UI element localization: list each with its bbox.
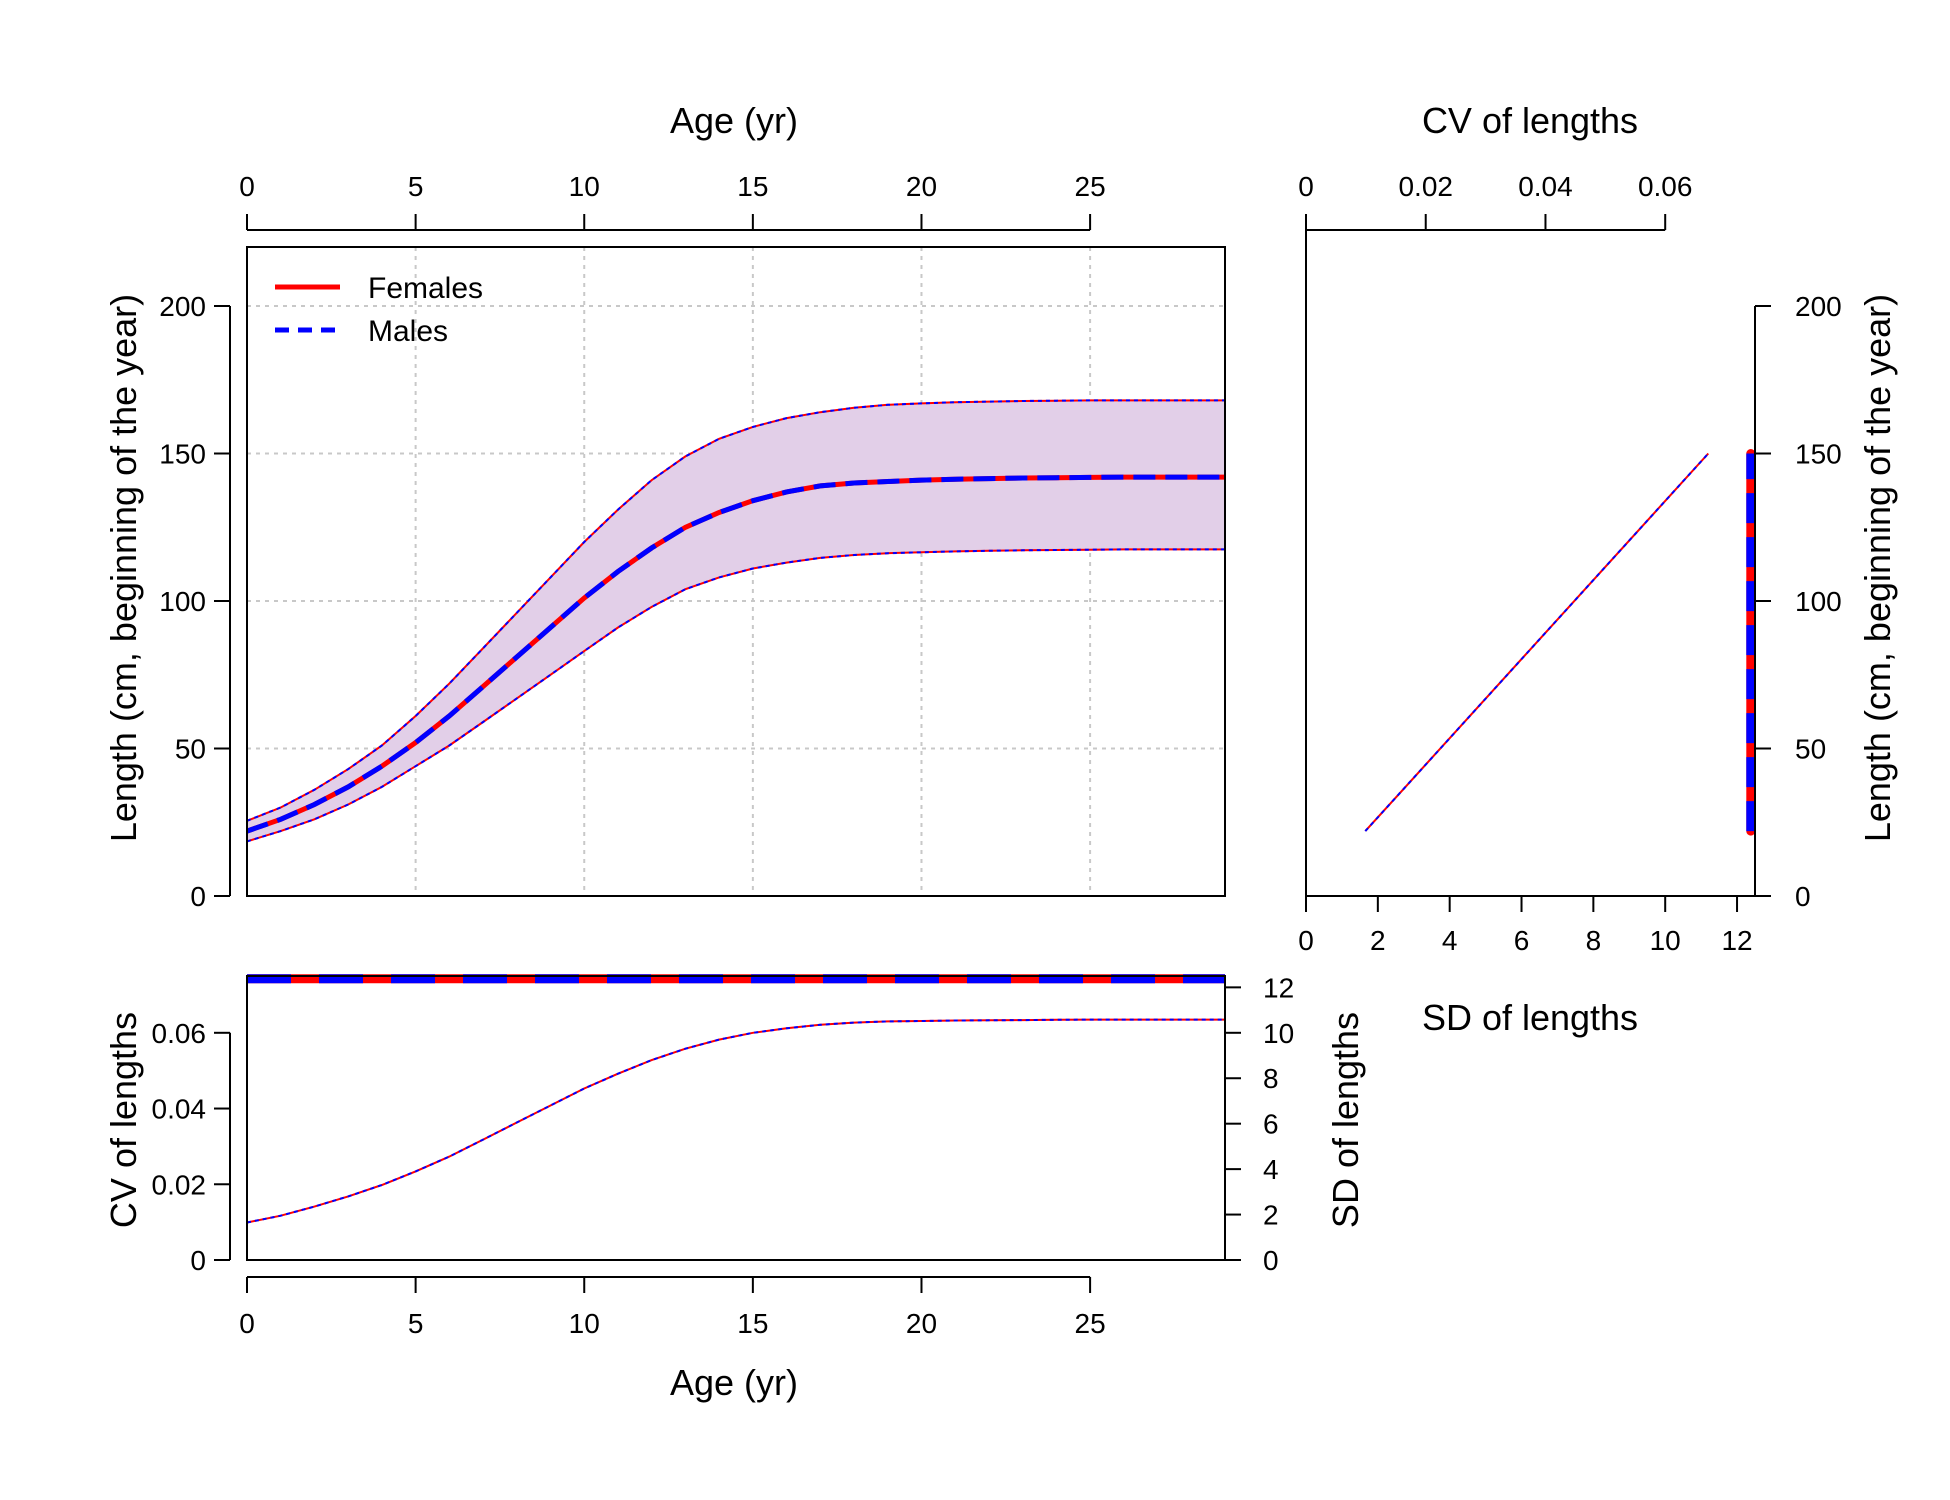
right-y-tick-label: 100: [1795, 586, 1842, 617]
right-bottom-tick-label: 10: [1650, 925, 1681, 956]
right-top-tick-label: 0: [1298, 171, 1314, 202]
main-top-tick-label: 5: [408, 171, 424, 202]
main-top-tick-label: 0: [239, 171, 255, 202]
right-ylabel: Length (cm, beginning of the year): [1857, 294, 1898, 842]
growth-panel: 0 5 10 15 20 25 0 50 100 150 200: [159, 171, 1226, 912]
right-bottom-tick-label: 2: [1370, 925, 1386, 956]
main-top-tick-label: 20: [906, 171, 937, 202]
main-frame: [246, 246, 1226, 897]
bottom-x-tick-label: 0: [239, 1308, 255, 1339]
legend-label-females: Females: [368, 272, 483, 305]
interval-upper-line-male: [246, 399, 1225, 822]
bottom-x-tick-label: 10: [569, 1308, 600, 1339]
sd-age-line-female: [246, 1018, 1225, 1224]
sd-line-male: [1364, 452, 1710, 832]
right-y-tick-label: 200: [1795, 291, 1842, 322]
bottom-right-tick-label: 8: [1263, 1063, 1279, 1094]
bottom-frame: [246, 975, 1226, 1261]
bottom-right-tick-label: 4: [1263, 1154, 1279, 1185]
bottom-ylabel: CV of lengths: [103, 1012, 144, 1228]
interval-lower-line-female: [246, 548, 1225, 843]
right-bottom-tick-label: 8: [1586, 925, 1602, 956]
right-y-tick-label: 150: [1795, 439, 1842, 470]
legend-label-males: Males: [368, 315, 448, 348]
bottom-left-tick-label: 0: [190, 1245, 206, 1276]
main-ylabel: Length (cm, beginning of the year): [103, 294, 144, 842]
main-left-tick-label: 0: [190, 881, 206, 912]
interval-lower-line-male: [246, 548, 1225, 843]
sd-cv-panel: 0 2 4 6 8 10 12 0 0.02 0.04 0.06 0 50 100 150 200: [1298, 171, 1842, 956]
bottom-left-tick-label: 0.04: [152, 1094, 207, 1125]
main-top-xlabel: Age (yr): [670, 100, 798, 141]
right-top-tick-label: 0.06: [1638, 171, 1693, 202]
bottom-x-tick-label: 25: [1075, 1308, 1106, 1339]
bottom-x-tick-label: 5: [408, 1308, 424, 1339]
bottom-right-tick-label: 6: [1263, 1109, 1279, 1140]
legend: Females Males: [275, 272, 483, 348]
right-top-tick-label: 0.04: [1518, 171, 1573, 202]
right-bottom-tick-label: 6: [1514, 925, 1530, 956]
bottom-right-tick-label: 0: [1263, 1245, 1279, 1276]
main-left-tick-label: 50: [175, 734, 206, 765]
cv-sd-age-panel: 0 5 10 15 20 25 0 0.02 0.04 0.06 0 2 4 6 8 10 12: [152, 972, 1295, 1339]
main-left-tick-label: 100: [159, 586, 206, 617]
right-bottom-xlabel: SD of lengths: [1422, 997, 1638, 1038]
right-bottom-tick-label: 12: [1721, 925, 1752, 956]
main-left-tick-label: 200: [159, 291, 206, 322]
bottom-xlabel: Age (yr): [670, 1362, 798, 1403]
right-top-xlabel: CV of lengths: [1422, 100, 1638, 141]
right-top-tick-label: 0.02: [1398, 171, 1453, 202]
bottom-right-tick-label: 2: [1263, 1200, 1279, 1231]
main-top-tick-label: 10: [569, 171, 600, 202]
right-y-tick-label: 0: [1795, 881, 1811, 912]
bottom-right-tick-label: 10: [1263, 1018, 1294, 1049]
main-top-tick-label: 15: [737, 171, 768, 202]
right-bottom-tick-label: 4: [1442, 925, 1458, 956]
bottom-right-tick-label: 12: [1263, 972, 1294, 1003]
right-bottom-tick-label: 0: [1298, 925, 1314, 956]
main-left-tick-label: 150: [159, 439, 206, 470]
sd-age-line-male: [246, 1018, 1225, 1224]
interval-band: [247, 400, 1225, 842]
bottom-y2label: SD of lengths: [1325, 1012, 1366, 1228]
series-males-line: [246, 474, 1225, 834]
bottom-x-tick-label: 15: [737, 1308, 768, 1339]
bottom-left-tick-label: 0.02: [152, 1169, 207, 1200]
bottom-left-tick-label: 0.06: [152, 1018, 207, 1049]
main-top-tick-label: 25: [1075, 171, 1106, 202]
right-y-tick-label: 50: [1795, 734, 1826, 765]
bottom-x-tick-label: 20: [906, 1308, 937, 1339]
